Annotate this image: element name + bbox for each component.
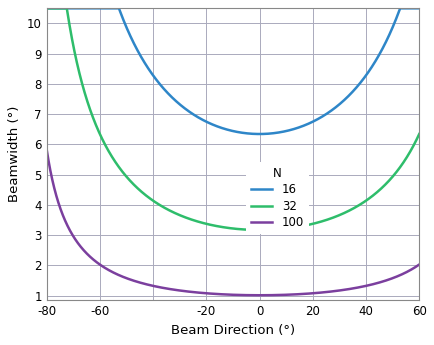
16 bbox=[405, 6, 410, 10]
100 bbox=[405, 269, 410, 273]
32 bbox=[337, 213, 342, 217]
16 bbox=[405, 6, 410, 10]
100 bbox=[215, 292, 220, 296]
100 bbox=[416, 263, 421, 267]
16 bbox=[63, 6, 68, 10]
32 bbox=[63, 6, 68, 10]
X-axis label: Beam Direction (°): Beam Direction (°) bbox=[171, 324, 294, 337]
100 bbox=[256, 293, 262, 297]
32 bbox=[215, 224, 220, 228]
16 bbox=[416, 6, 421, 10]
16 bbox=[225, 128, 230, 132]
100 bbox=[337, 288, 342, 293]
16 bbox=[44, 6, 49, 10]
32 bbox=[405, 152, 410, 157]
32 bbox=[225, 226, 230, 230]
16 bbox=[256, 132, 262, 136]
32 bbox=[256, 228, 262, 232]
Line: 16: 16 bbox=[46, 8, 418, 134]
100 bbox=[225, 293, 230, 297]
100 bbox=[44, 147, 49, 151]
100 bbox=[63, 220, 68, 224]
Line: 100: 100 bbox=[46, 149, 418, 295]
32 bbox=[416, 132, 421, 136]
32 bbox=[405, 152, 410, 156]
Legend: 16, 32, 100: 16, 32, 100 bbox=[246, 162, 308, 234]
100 bbox=[405, 269, 410, 273]
16 bbox=[215, 125, 220, 129]
32 bbox=[44, 6, 49, 10]
Line: 32: 32 bbox=[46, 8, 418, 230]
Y-axis label: Beamwidth (°): Beamwidth (°) bbox=[8, 106, 21, 203]
16 bbox=[337, 101, 342, 106]
